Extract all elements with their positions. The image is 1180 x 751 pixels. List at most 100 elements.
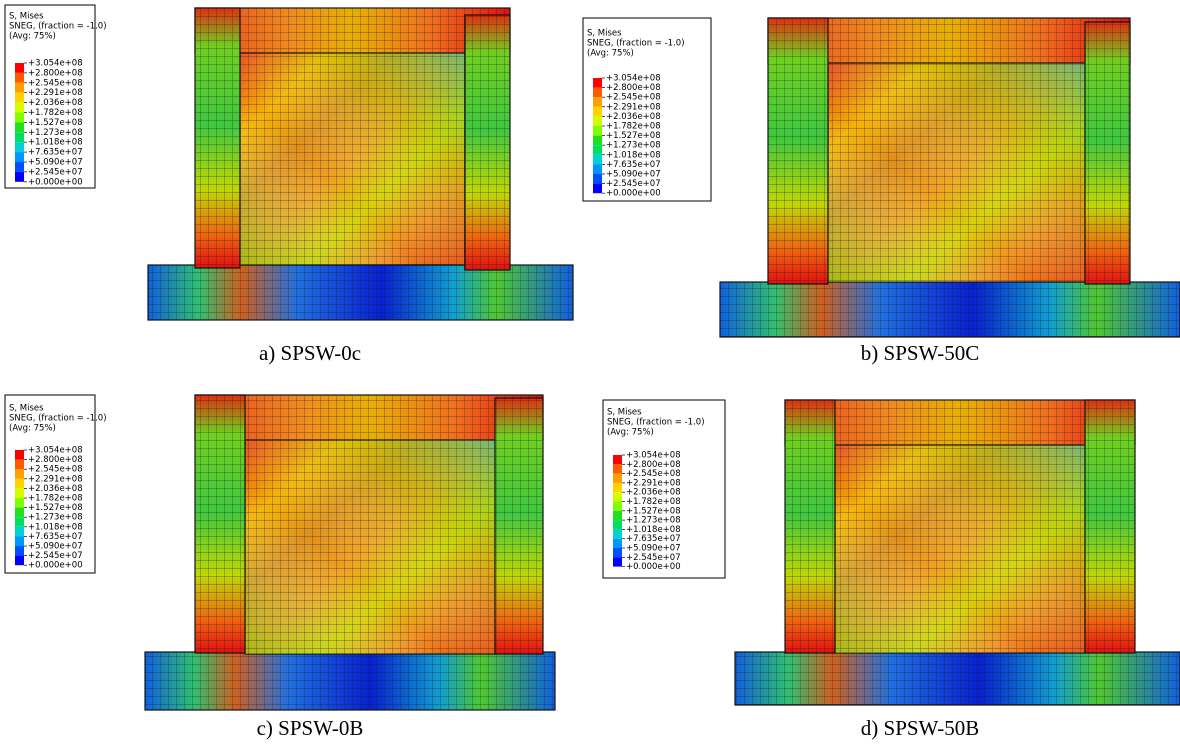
legend-swatch: [613, 464, 622, 474]
legend-swatch: [15, 517, 24, 527]
legend-value: +1.782e+08: [606, 122, 661, 132]
legend-swatch: [593, 145, 602, 155]
left-column-mesh: [785, 400, 835, 653]
legend-swatch: [613, 529, 622, 539]
legend-swatch: [593, 135, 602, 146]
legend-value: +2.291e+08: [28, 474, 83, 484]
legend-swatch: [15, 488, 24, 498]
legend-swatch: [15, 498, 24, 508]
legend-value: +1.527e+08: [28, 118, 83, 128]
legend-value: +2.036e+08: [606, 112, 661, 122]
legend-value: +2.545e+08: [28, 465, 83, 475]
legend-swatch: [613, 455, 622, 465]
legend-value: +1.782e+08: [626, 497, 681, 507]
legend-swatch: [15, 450, 24, 460]
legend-value: +2.545e+08: [28, 78, 83, 88]
legend-title: (Avg: 75%): [9, 32, 56, 42]
legend-title: S, Mises: [607, 408, 642, 418]
legend-value: +1.018e+08: [626, 525, 681, 535]
legend-value: +7.635e+07: [28, 148, 83, 158]
legend-box: [582, 17, 712, 202]
legend-swatch: [593, 164, 602, 174]
legend-value: +2.800e+08: [606, 83, 661, 93]
legend-value: +1.273e+08: [606, 141, 661, 151]
left-column-mesh: [768, 18, 828, 284]
caption: a) SPSW-0c: [259, 341, 361, 365]
legend-value: +1.527e+08: [626, 506, 681, 516]
legend-value: +2.291e+08: [606, 102, 661, 112]
legend-value: +2.291e+08: [626, 478, 681, 488]
legend-swatch: [613, 548, 622, 558]
legend-title: SNEG, (fraction = -1.0): [607, 418, 705, 428]
legend-swatch: [15, 478, 24, 489]
legend-swatch: [613, 557, 622, 567]
legend-swatch: [613, 482, 622, 493]
base-beam-mesh: [735, 652, 1180, 705]
legend-value: +0.000e+00: [28, 177, 83, 187]
plate-mesh: [245, 437, 495, 654]
legend-value: +1.527e+08: [606, 131, 661, 141]
base-beam-mesh: [145, 652, 555, 710]
plate-mesh: [240, 50, 465, 265]
legend-value: +1.273e+08: [28, 513, 83, 523]
legend-swatch: [15, 546, 24, 556]
legend-value: +1.018e+08: [28, 522, 83, 532]
legend-value: +5.090e+07: [606, 170, 661, 180]
legend-title: SNEG, (fraction = -1.0): [587, 39, 685, 49]
legend-value: +5.090e+07: [28, 542, 83, 552]
legend-swatch: [15, 555, 24, 566]
legend-value: +7.635e+07: [28, 532, 83, 542]
legend-swatch: [593, 97, 602, 107]
left-column-mesh: [195, 395, 245, 653]
legend-value: +2.545e+08: [626, 469, 681, 479]
plate-mesh: [828, 60, 1085, 282]
top-beam-mesh: [195, 8, 510, 53]
legend-swatch: [613, 501, 622, 511]
legend-value: +2.036e+08: [626, 488, 681, 498]
legend-swatch: [593, 78, 602, 88]
legend-value: +2.800e+08: [626, 460, 681, 470]
legend-value: +2.545e+07: [28, 167, 83, 177]
legend-swatch: [15, 536, 24, 546]
legend-value: +2.545e+07: [28, 551, 83, 561]
legend-swatch: [593, 116, 602, 126]
caption: b) SPSW-50C: [861, 341, 979, 365]
legend-swatch: [613, 510, 622, 521]
legend-value: +1.782e+08: [28, 494, 83, 504]
legend-value: +0.000e+00: [28, 561, 83, 571]
legend-swatch: [613, 473, 622, 483]
legend-value: +1.782e+08: [28, 108, 83, 118]
legend-swatch: [15, 152, 24, 162]
legend-swatch: [593, 183, 602, 194]
legend-swatch: [15, 112, 24, 123]
legend-swatch: [15, 122, 24, 133]
legend-swatch: [15, 82, 24, 93]
legend-value: +3.054e+08: [626, 451, 681, 461]
legend-swatch: [593, 126, 602, 136]
legend-value: +3.054e+08: [28, 446, 83, 456]
legend-value: +5.090e+07: [626, 544, 681, 554]
legend-swatch: [15, 92, 24, 103]
legend-title: S, Mises: [9, 404, 44, 414]
plate-mesh: [835, 440, 1085, 653]
legend-swatch: [15, 459, 24, 470]
legend-value: +2.800e+08: [28, 68, 83, 78]
legend-title: (Avg: 75%): [607, 428, 654, 438]
legend-value: +2.545e+07: [626, 553, 681, 563]
legend-swatch: [15, 507, 24, 518]
legend-value: +1.018e+08: [28, 138, 83, 148]
base-beam-mesh: [148, 265, 573, 320]
left-column-mesh: [195, 8, 240, 268]
legend-value: +2.545e+08: [606, 93, 661, 103]
top-beam-mesh: [785, 400, 1135, 445]
legend-title: SNEG, (fraction = -1.0): [9, 414, 107, 424]
legend-swatch: [15, 526, 24, 537]
legend-value: +7.635e+07: [626, 534, 681, 544]
legend-value: +1.527e+08: [28, 503, 83, 513]
legend-title: S, Mises: [587, 29, 622, 39]
right-column-mesh: [1085, 22, 1130, 284]
legend-value: +0.000e+00: [626, 562, 681, 572]
legend-title: (Avg: 75%): [587, 49, 634, 59]
